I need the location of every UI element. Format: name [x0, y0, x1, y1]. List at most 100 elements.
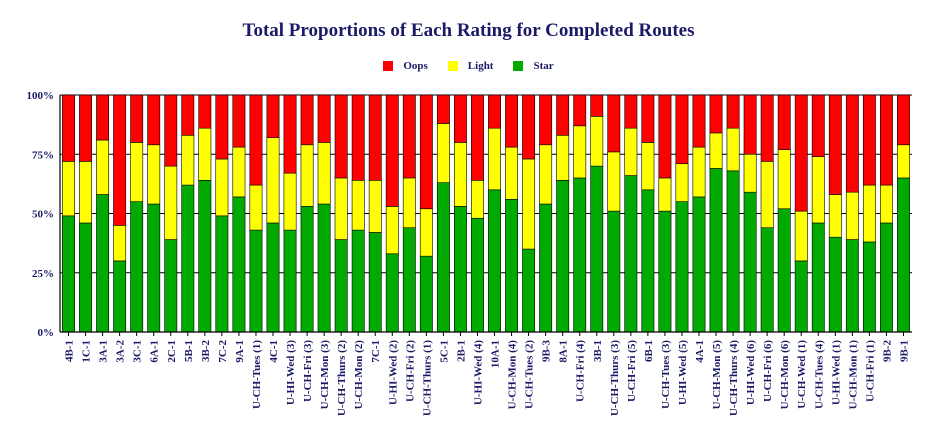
bar-oops — [539, 94, 553, 146]
y-tick-label: 25% — [32, 268, 54, 280]
bar-star — [573, 177, 587, 333]
bar-light — [385, 206, 399, 255]
bar-oops — [692, 94, 706, 148]
bar-oops — [130, 94, 144, 143]
bar-oops — [828, 94, 842, 195]
bar-star — [709, 168, 723, 333]
bar-star — [96, 194, 110, 333]
bar-star — [794, 260, 808, 333]
bar-star — [317, 203, 331, 333]
bar-light — [897, 144, 910, 179]
x-tick-label: 6B-1 — [643, 340, 655, 362]
bar-star — [505, 198, 518, 333]
x-tick-label: U-HI-Wed (1) — [830, 340, 842, 405]
y-tick-label: 100% — [27, 90, 55, 102]
x-tick-label: 9B-2 — [881, 340, 893, 363]
bar-star — [692, 196, 706, 333]
x-tick-label: U-CH-Thurs (2) — [336, 340, 348, 416]
bar-star — [334, 239, 348, 333]
bar-oops — [658, 94, 672, 179]
x-tick-label: U-CH-Fri (6) — [762, 340, 774, 402]
x-tick-label: U-CH-Fri (1) — [864, 340, 876, 402]
x-tick-label: U-HI-Wed (5) — [677, 340, 689, 405]
bar-oops — [845, 94, 859, 193]
x-tick-label: 2C-1 — [166, 340, 178, 363]
bar-star — [62, 215, 75, 333]
bar-star — [641, 189, 655, 333]
x-tick-label: 8A-1 — [558, 340, 570, 363]
bar-light — [573, 125, 587, 179]
bar-star — [436, 182, 450, 333]
x-tick-label: 4A-1 — [694, 340, 706, 363]
bar-light — [471, 180, 484, 219]
bar-light — [828, 194, 842, 238]
bar-oops — [471, 94, 484, 181]
bar-light — [590, 116, 604, 167]
bar-light — [641, 142, 655, 191]
bar-light — [454, 142, 467, 207]
bar-star — [283, 229, 297, 333]
x-tick-label: 3A-2 — [115, 340, 127, 363]
bar-star — [300, 206, 314, 333]
bar-light — [760, 161, 774, 229]
bar-light — [522, 158, 536, 250]
chart-title: Total Proportions of Each Rating for Com… — [242, 20, 695, 41]
bar-light — [880, 184, 893, 224]
bar-light — [624, 127, 638, 176]
bar-star — [760, 227, 774, 333]
x-tick-label: U-CH-Tues (2) — [524, 340, 536, 409]
bar-oops — [164, 94, 178, 167]
bar-star — [658, 210, 672, 333]
bar-oops — [760, 94, 774, 162]
x-tick-label: U-CH-Fri (2) — [404, 340, 416, 402]
x-tick-label: 4C-1 — [268, 340, 280, 363]
bar-oops — [283, 94, 297, 174]
bar-light — [317, 142, 331, 205]
bar-oops — [675, 94, 689, 165]
x-tick-label: U-CH-Thurs (4) — [728, 340, 740, 416]
bar-oops — [641, 94, 655, 143]
bar-oops — [522, 94, 536, 160]
x-tick-label: U-CH-Tues (4) — [813, 340, 825, 409]
bar-oops — [488, 94, 501, 129]
x-tick-label: U-CH-Thurs (1) — [421, 340, 433, 416]
bar-star — [590, 165, 604, 333]
bar-oops — [590, 94, 604, 117]
x-tick-label: U-HI-Wed (3) — [285, 340, 297, 405]
bar-star — [181, 184, 195, 333]
x-tick-label: U-CH-Fri (3) — [302, 340, 314, 402]
bar-star — [539, 203, 553, 333]
legend-label-star: Star — [533, 60, 554, 72]
bar-star — [147, 203, 161, 333]
bar-star — [351, 229, 365, 333]
bar-oops — [368, 94, 382, 181]
bar-star — [249, 229, 263, 333]
bar-oops — [573, 94, 587, 127]
bar-star — [215, 215, 229, 333]
bar-light — [675, 163, 689, 202]
x-tick-label: 2B-1 — [455, 340, 467, 362]
x-tick-label: 3A-1 — [98, 340, 110, 363]
x-tick-label: U-HI-Wed (2) — [387, 340, 399, 405]
bar-star — [266, 222, 280, 333]
bar-oops — [454, 94, 467, 143]
bar-star — [419, 255, 433, 333]
bar-oops — [419, 94, 433, 210]
bar-star — [607, 210, 621, 333]
bar-light — [198, 127, 212, 181]
bar-oops — [709, 94, 723, 134]
bar-light — [777, 149, 791, 210]
bar-oops — [743, 94, 757, 155]
bar-oops — [79, 94, 92, 162]
bar-light — [232, 146, 246, 198]
bar-light — [300, 144, 314, 207]
x-tick-label: U-CH-Mon (5) — [711, 340, 723, 410]
y-tick-label: 75% — [32, 149, 54, 161]
x-tick-label: 9B-1 — [898, 340, 910, 362]
bar-oops — [897, 94, 910, 146]
x-tick-label: 10A-1 — [490, 340, 502, 368]
x-tick-label: 5C-1 — [438, 340, 450, 363]
bar-star — [164, 239, 178, 333]
bar-light — [556, 134, 570, 181]
bar-light — [147, 144, 161, 205]
